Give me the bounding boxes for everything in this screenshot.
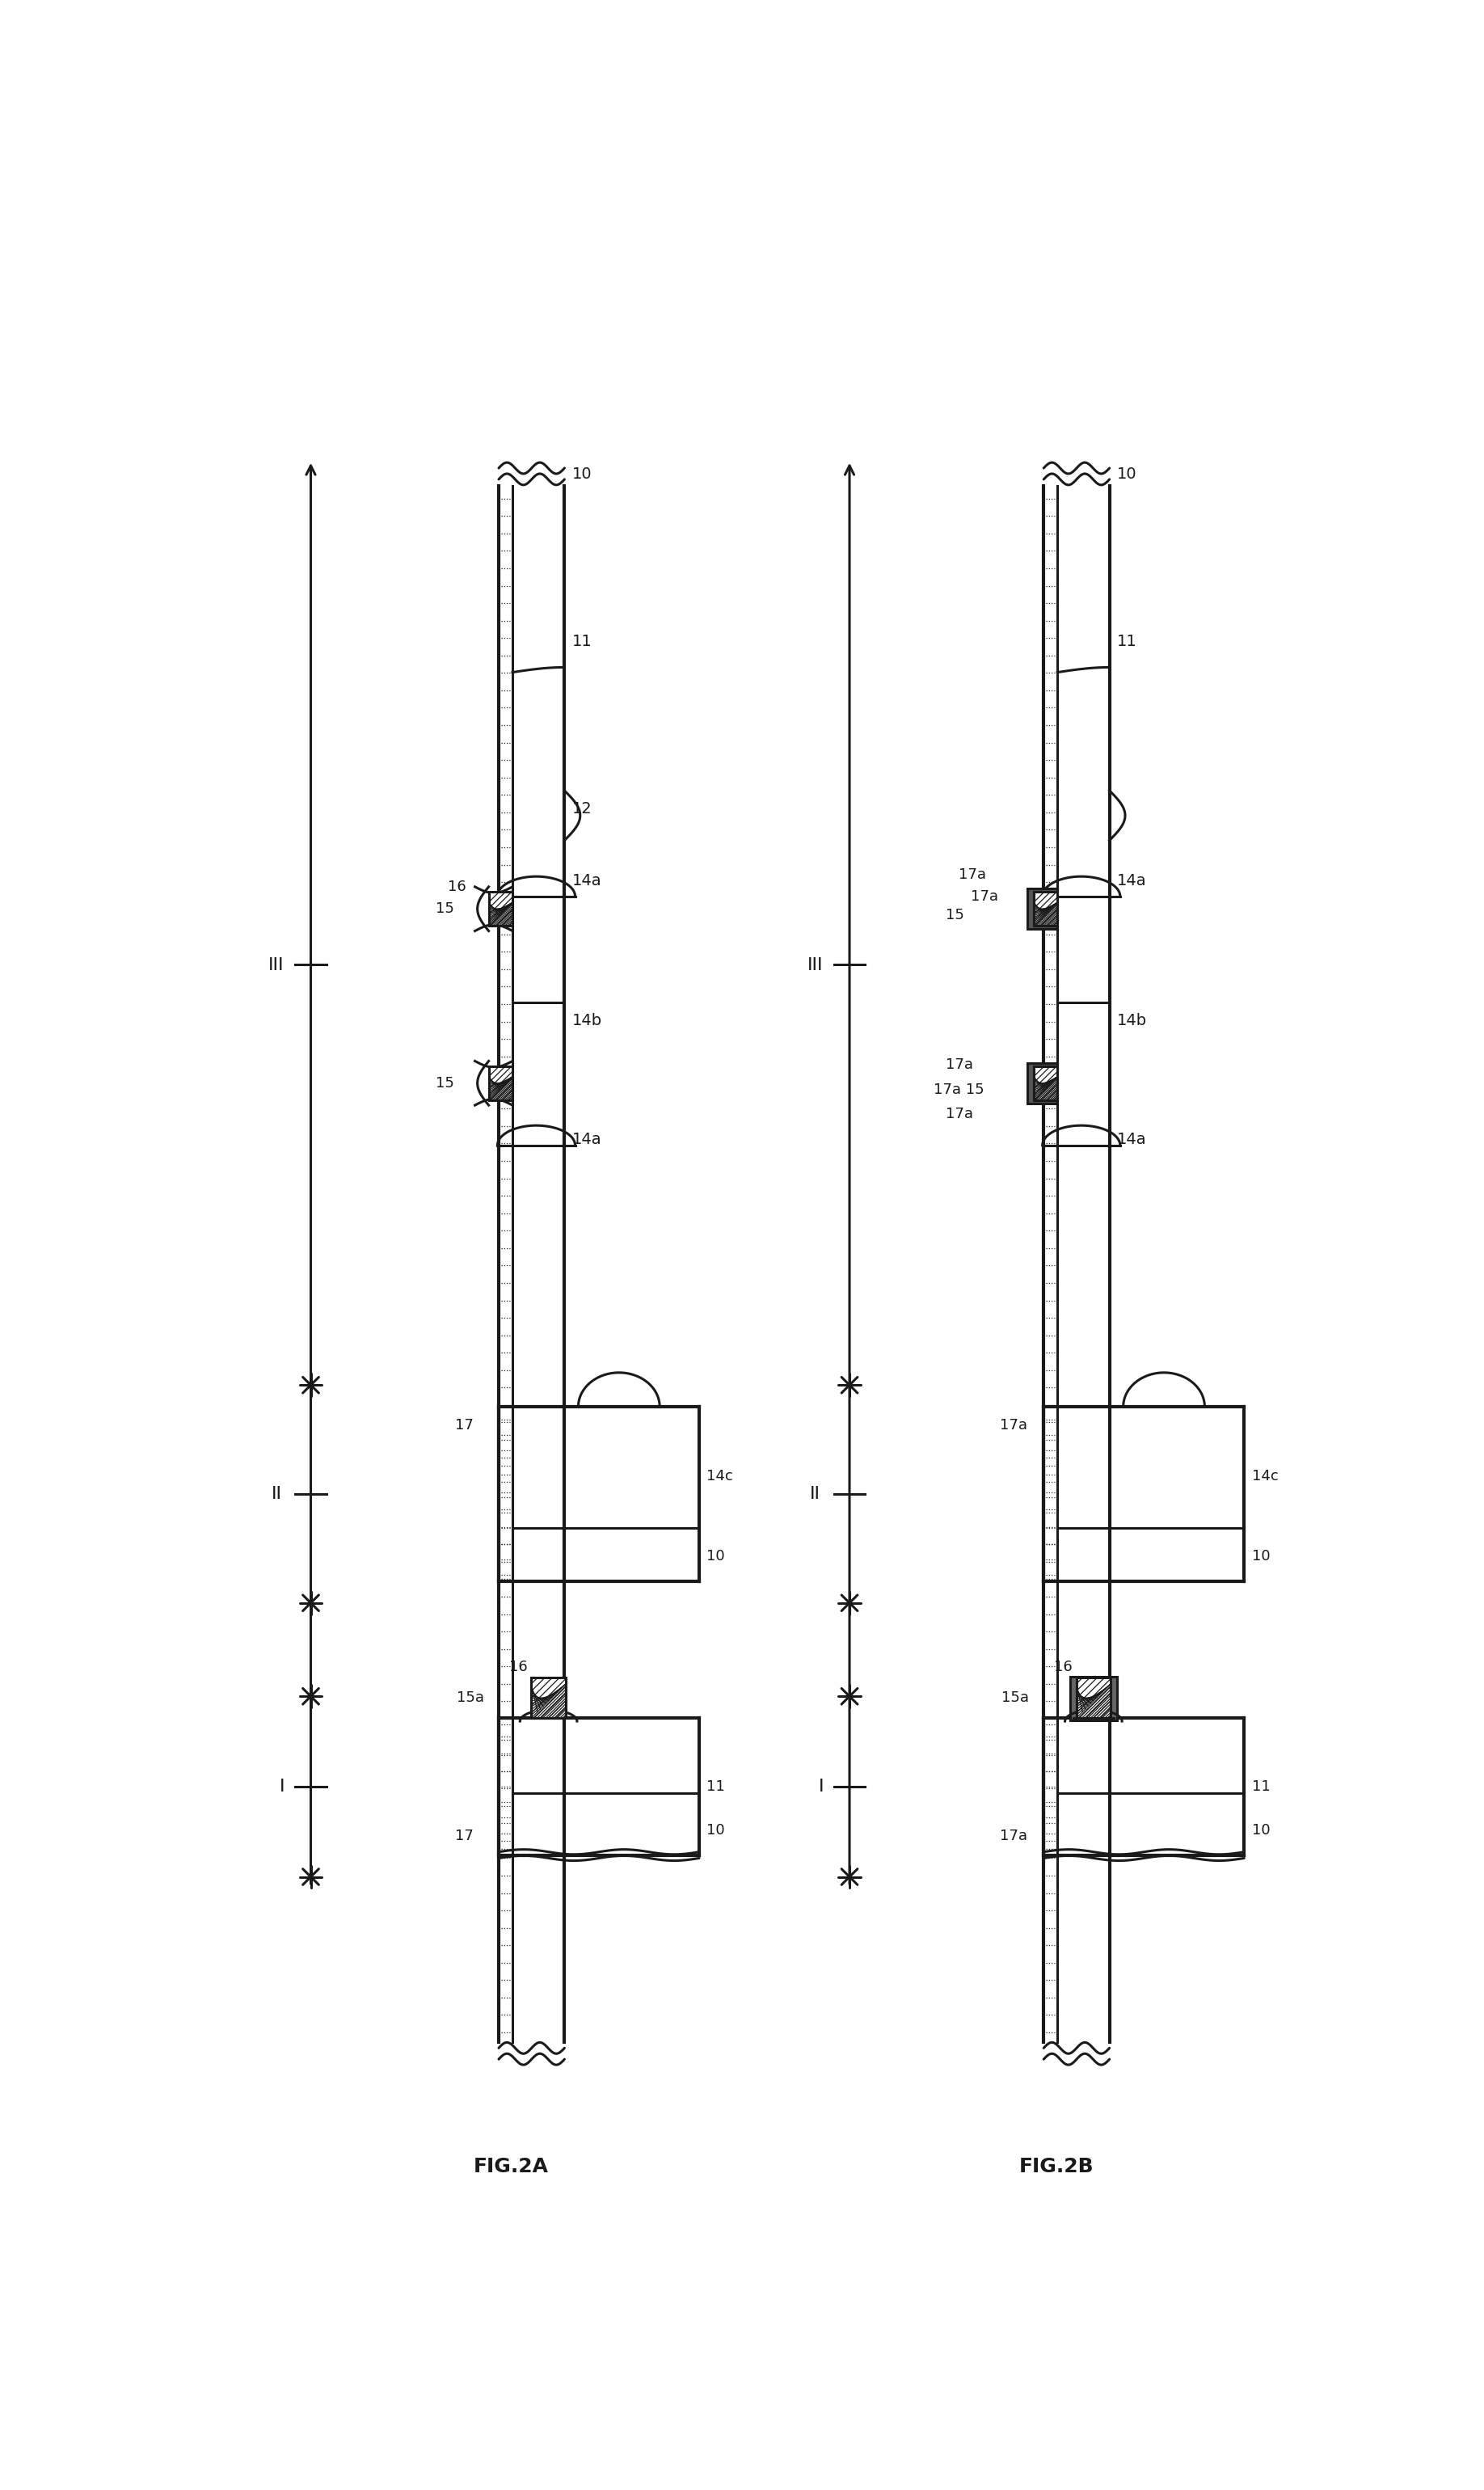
Text: 16: 16 — [1054, 1658, 1073, 1673]
Text: 17a: 17a — [945, 1108, 974, 1120]
Text: 15a: 15a — [457, 1691, 484, 1706]
Text: 16: 16 — [509, 1658, 528, 1673]
Bar — [1076, 1678, 1110, 1718]
Text: 17: 17 — [456, 1830, 473, 1843]
Text: 12: 12 — [571, 802, 592, 817]
Text: III: III — [269, 956, 285, 974]
Text: 17a: 17a — [971, 889, 999, 904]
Text: 17a: 17a — [945, 1058, 974, 1071]
Text: 16: 16 — [448, 879, 466, 894]
Text: 17a: 17a — [1000, 1419, 1027, 1432]
Text: FIG.2B: FIG.2B — [1020, 2156, 1094, 2176]
Text: 11: 11 — [1251, 1780, 1270, 1793]
Text: 14a: 14a — [571, 1130, 601, 1148]
Bar — [488, 1066, 512, 1101]
Text: 10: 10 — [571, 466, 592, 483]
Bar — [1070, 1678, 1117, 1721]
Text: 14a: 14a — [571, 874, 601, 889]
Text: FIG.2A: FIG.2A — [473, 2156, 549, 2176]
Text: 10: 10 — [1251, 1549, 1270, 1564]
Text: III: III — [807, 956, 824, 974]
Text: 17a 15: 17a 15 — [933, 1083, 984, 1096]
Text: 17a: 17a — [1000, 1830, 1027, 1843]
Bar — [1027, 1063, 1058, 1103]
Text: 15: 15 — [435, 1076, 454, 1091]
Text: 15a: 15a — [1002, 1691, 1030, 1706]
Text: 11: 11 — [1117, 632, 1137, 650]
Text: 17a: 17a — [959, 867, 985, 881]
Text: 10: 10 — [706, 1549, 726, 1564]
Text: II: II — [810, 1487, 821, 1501]
Text: 14b: 14b — [1117, 1013, 1147, 1028]
Text: 15: 15 — [435, 901, 454, 916]
Text: 14c: 14c — [706, 1469, 733, 1484]
Text: 15: 15 — [945, 909, 965, 921]
Text: 14b: 14b — [571, 1013, 603, 1028]
Text: II: II — [272, 1487, 282, 1501]
Text: 14a: 14a — [1117, 874, 1147, 889]
Bar — [1034, 891, 1058, 926]
Text: 14a: 14a — [1117, 1130, 1147, 1148]
Bar — [1027, 889, 1058, 929]
Bar — [1034, 1066, 1058, 1101]
Text: 11: 11 — [706, 1780, 726, 1793]
Text: 10: 10 — [1117, 466, 1137, 483]
Bar — [488, 891, 512, 926]
Text: 14c: 14c — [1251, 1469, 1278, 1484]
Text: 11: 11 — [571, 632, 592, 650]
Text: 10: 10 — [706, 1823, 726, 1838]
Bar — [531, 1678, 565, 1718]
Text: 17: 17 — [456, 1419, 473, 1432]
Text: I: I — [280, 1778, 285, 1795]
Text: I: I — [819, 1778, 824, 1795]
Text: 10: 10 — [1251, 1823, 1270, 1838]
